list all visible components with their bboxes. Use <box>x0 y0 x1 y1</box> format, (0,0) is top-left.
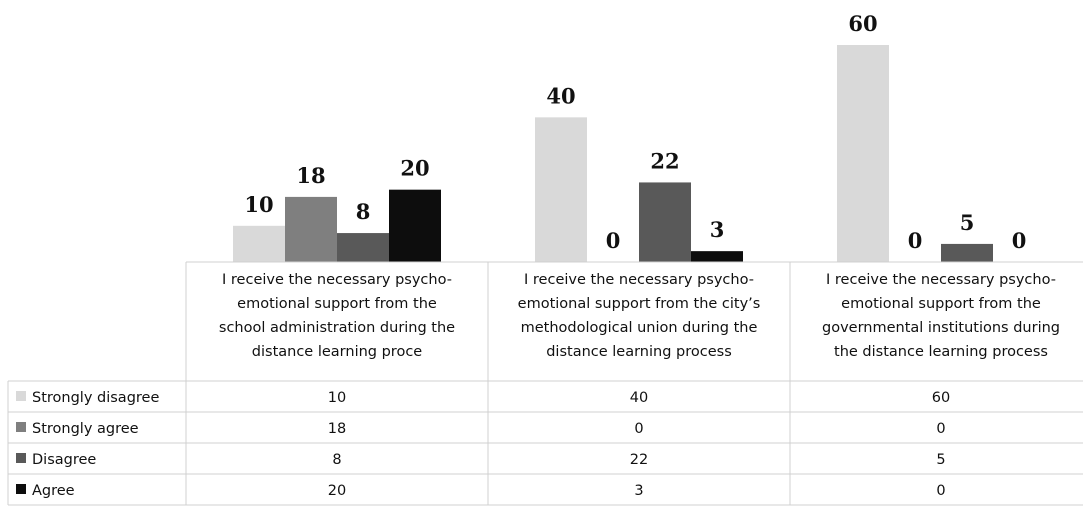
bar <box>837 45 889 262</box>
data-table: I receive the necessary psycho-emotional… <box>7 261 1083 506</box>
series-label: Agree <box>32 483 75 499</box>
table-cell: 3 <box>634 483 643 499</box>
table-cell: 18 <box>328 421 346 437</box>
bar <box>691 251 743 262</box>
series-label: Strongly disagree <box>32 390 159 406</box>
category-label: the distance learning process <box>834 344 1048 360</box>
legend-key <box>16 391 26 401</box>
legend-key <box>16 422 26 432</box>
category-label: school administration during the <box>219 320 455 336</box>
bar <box>233 225 285 262</box>
series-label: Strongly agree <box>32 421 139 437</box>
data-label: 0 <box>1012 228 1027 253</box>
bar <box>337 233 389 262</box>
table-cell: 10 <box>328 390 346 406</box>
data-labels-layer: 10 18 8 20 40 0 22 3 60 0 5 0 <box>244 11 1026 253</box>
table-cell: 8 <box>332 452 341 468</box>
data-label: 18 <box>296 163 325 188</box>
table-cell: 0 <box>936 421 945 437</box>
category-label: I receive the necessary psycho- <box>524 272 754 288</box>
table-cell: 0 <box>936 483 945 499</box>
table-cell: 0 <box>634 421 643 437</box>
data-label: 22 <box>650 148 679 173</box>
table-cell: 20 <box>328 483 346 499</box>
data-label: 10 <box>244 192 273 217</box>
data-label: 5 <box>960 210 975 235</box>
bar <box>639 182 691 262</box>
table-cell: 22 <box>630 452 648 468</box>
series-label: Disagree <box>32 452 96 468</box>
category-label: emotional support from the city’s <box>518 296 761 312</box>
category-label: I receive the necessary psycho- <box>826 272 1056 288</box>
category-label: methodological union during the <box>521 320 758 336</box>
category-label: distance learning process <box>546 344 732 360</box>
data-label: 0 <box>908 228 923 253</box>
data-label: 8 <box>356 199 371 224</box>
category-label: I receive the necessary psycho- <box>222 272 452 288</box>
category-label: emotional support from the <box>841 296 1041 312</box>
bars-layer <box>233 45 993 262</box>
bar <box>535 117 587 262</box>
data-label: 20 <box>400 156 429 181</box>
category-label: distance learning proce <box>252 344 423 360</box>
bar <box>285 196 337 262</box>
data-label: 0 <box>606 228 621 253</box>
bar <box>389 189 441 262</box>
bar <box>941 243 993 262</box>
data-label: 40 <box>546 83 575 108</box>
table-cell: 60 <box>932 390 950 406</box>
data-label: 3 <box>710 217 725 242</box>
legend-key <box>16 453 26 463</box>
table-cell: 40 <box>630 390 648 406</box>
table-cell: 5 <box>936 452 945 468</box>
legend-key <box>16 484 26 494</box>
category-label: governmental institutions during <box>822 320 1060 336</box>
data-label: 60 <box>848 11 877 36</box>
category-label: emotional support from the <box>237 296 437 312</box>
